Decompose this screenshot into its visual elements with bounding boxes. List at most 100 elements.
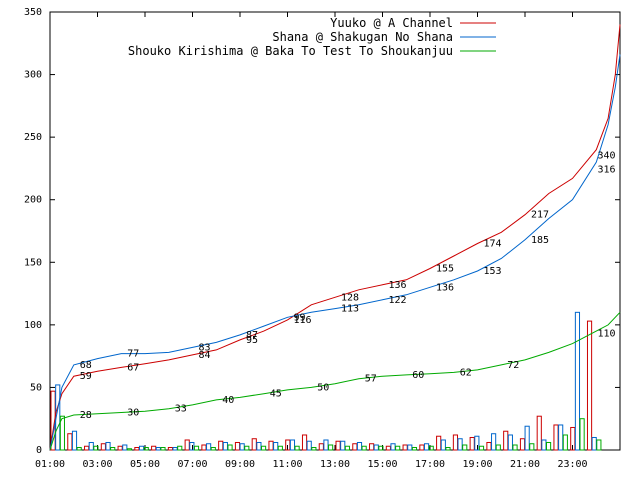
bar	[419, 444, 425, 451]
data-label: 62	[460, 367, 472, 378]
bar	[407, 444, 413, 451]
data-label: 340	[598, 150, 616, 161]
bar	[436, 435, 442, 451]
bar	[545, 441, 552, 451]
bar	[110, 446, 116, 451]
series-line	[49, 54, 621, 451]
bar	[67, 433, 73, 451]
data-label: 59	[80, 371, 92, 382]
axes: 0 50 100 150 200 250 300 350 01:00 03:00 05:00 07:0…	[24, 7, 621, 470]
bar	[289, 439, 296, 451]
data-label: 50	[317, 382, 329, 393]
bar	[105, 441, 111, 451]
bar	[378, 445, 384, 451]
legend-label: Yuuko @ A Channel	[330, 16, 453, 30]
bar	[84, 445, 90, 451]
bar	[318, 443, 324, 451]
y-tick-label: 250	[24, 132, 42, 143]
bar	[495, 444, 501, 451]
bar	[385, 445, 391, 451]
bar	[486, 441, 492, 451]
data-label: 83	[199, 342, 211, 353]
data-label: 136	[389, 280, 407, 291]
bar	[172, 446, 178, 451]
bar	[76, 446, 82, 451]
legend-label: Shana @ Shakugan No Shana	[272, 30, 453, 44]
bar	[184, 439, 190, 451]
data-label: 155	[436, 264, 454, 275]
bar	[586, 320, 593, 451]
bar	[411, 446, 418, 451]
data-label: 77	[127, 349, 139, 360]
bar	[423, 443, 430, 451]
bar	[273, 441, 279, 451]
data-label: 174	[484, 239, 502, 250]
y-tick-label: 50	[30, 382, 42, 393]
bar	[311, 446, 317, 451]
bar	[591, 436, 597, 451]
bar	[294, 445, 300, 451]
data-label: 95	[246, 335, 258, 346]
bar	[352, 443, 358, 451]
bar	[574, 311, 581, 451]
bar	[402, 444, 408, 451]
bar	[155, 446, 161, 451]
data-label: 60	[412, 370, 424, 381]
bar	[206, 443, 212, 451]
bar	[462, 444, 468, 451]
data-label: 33	[175, 404, 187, 415]
y-tick-label: 300	[24, 70, 42, 81]
bar	[474, 435, 480, 451]
bar	[151, 445, 157, 451]
bar	[507, 434, 513, 451]
bar-series	[50, 311, 602, 451]
bar	[306, 440, 312, 451]
bar	[491, 433, 497, 451]
bar	[117, 445, 123, 451]
bar	[234, 441, 241, 451]
bar	[93, 445, 99, 451]
bar	[440, 439, 446, 451]
bar	[277, 445, 283, 451]
bar	[328, 444, 334, 451]
bar	[395, 445, 401, 451]
data-label: 40	[222, 395, 234, 406]
data-label: 110	[598, 329, 616, 340]
series-line	[49, 311, 621, 451]
x-tick-label: 11:00	[272, 459, 302, 470]
line-series	[49, 24, 621, 451]
data-label: 99	[294, 312, 306, 323]
bar	[512, 444, 518, 451]
bar	[256, 441, 262, 451]
bar	[579, 418, 585, 451]
data-label: 185	[531, 235, 549, 246]
bar	[71, 430, 78, 451]
x-tick-label: 03:00	[82, 459, 112, 470]
data-label: 30	[127, 407, 139, 418]
bar	[335, 440, 341, 451]
bar	[193, 445, 200, 451]
y-tick-label: 200	[24, 195, 42, 206]
bar	[457, 438, 463, 451]
bar	[239, 443, 245, 451]
x-tick-label: 19:00	[462, 459, 492, 470]
bar	[134, 446, 140, 451]
y-tick-label: 350	[24, 7, 42, 18]
bar	[519, 438, 526, 451]
bar	[222, 441, 228, 451]
bar	[138, 445, 145, 451]
point-labels: 59 67 84 95 116 128 136 155 174 217 340 68 77 83 87 99 1…	[80, 150, 616, 421]
data-label: 217	[531, 210, 549, 221]
x-tick-label: 15:00	[367, 459, 397, 470]
legend-label: Shouko Kirishima @ Baka To Test To Shouk…	[128, 44, 453, 58]
bar	[340, 440, 346, 451]
bar	[553, 424, 559, 451]
data-label: 316	[598, 165, 616, 176]
bar	[478, 445, 485, 451]
bar	[189, 441, 195, 451]
bar	[428, 445, 434, 451]
bar	[541, 439, 547, 451]
bar	[251, 438, 257, 451]
bar	[177, 445, 183, 451]
